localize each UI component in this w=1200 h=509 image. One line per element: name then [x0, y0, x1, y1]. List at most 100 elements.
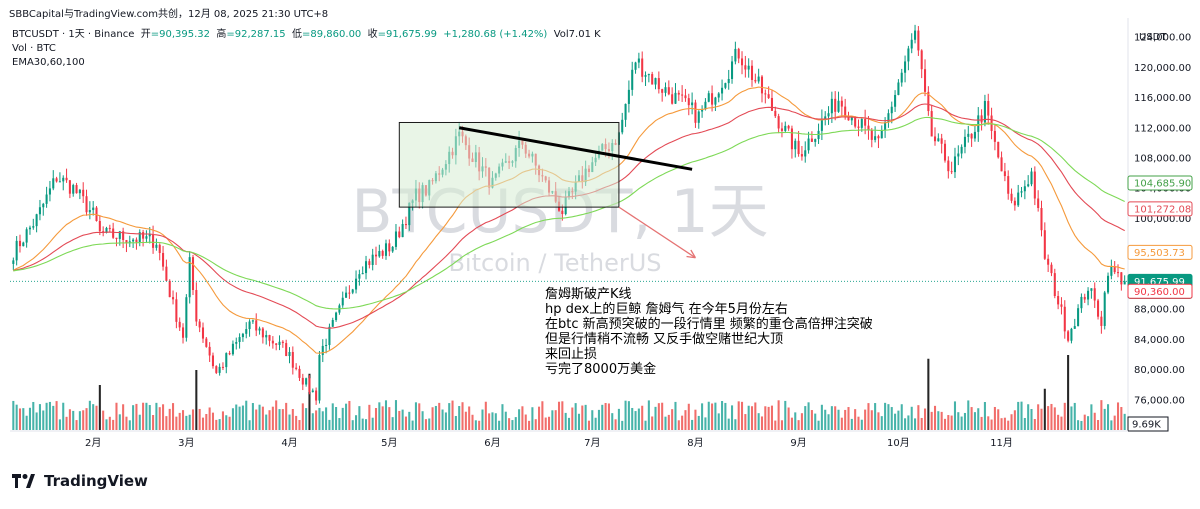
candle-body [38, 207, 41, 215]
volume-bar [98, 385, 101, 430]
candle-body [168, 280, 171, 298]
candle-body [641, 58, 644, 77]
candle-body [927, 91, 930, 112]
volume-bar [744, 414, 747, 430]
y-tick-label: 88,000.00 [1134, 305, 1185, 316]
candle-body [328, 326, 331, 346]
volume-bar [957, 412, 960, 430]
candle-body [318, 355, 321, 401]
candle-body [205, 338, 208, 347]
volume-bar [448, 403, 451, 430]
price-axis: USDT 76,000.00 80,000.00 84,000.00 88,000.00… [1127, 18, 1193, 432]
x-tick-label: 5月 [381, 437, 397, 449]
volume-bar [874, 403, 877, 430]
volume-indicator-label[interactable]: Vol · BTC [12, 43, 56, 54]
volume-bar [717, 413, 720, 430]
volume-bar [471, 414, 474, 430]
candle-body [827, 113, 830, 117]
candle-body [378, 250, 381, 257]
candle-body [404, 224, 407, 226]
price-tag [1127, 283, 1193, 299]
x-tick-label: 4月 [281, 437, 297, 449]
candle-body [125, 240, 128, 244]
candle-body [308, 378, 311, 393]
volume-bar [727, 418, 730, 430]
volume-bar [92, 404, 95, 430]
candle-body [132, 239, 135, 242]
x-tick-label: 7月 [584, 437, 600, 449]
candle-body [864, 118, 867, 126]
volume-bar [321, 411, 324, 430]
candle-body [933, 136, 937, 142]
volume-bar [657, 403, 660, 430]
candle-body [85, 196, 88, 213]
candle-body [1107, 275, 1110, 293]
volume-bar [617, 408, 620, 430]
volume-bar [1100, 400, 1103, 430]
candle-body [201, 327, 205, 339]
volume-bar [1023, 417, 1026, 430]
candle-body [52, 178, 55, 189]
volume-bar [817, 420, 820, 430]
volume-bar [914, 418, 917, 430]
volume-bar [391, 417, 394, 430]
volume-bar [548, 416, 551, 430]
candle-body [135, 239, 138, 243]
candle-body [794, 140, 797, 150]
candle-body [1120, 272, 1123, 285]
volume-bar [571, 407, 574, 430]
candle-body [870, 129, 873, 140]
volume-bar [854, 409, 857, 430]
candle-body [950, 171, 953, 173]
volume-bar [142, 402, 145, 430]
candle-body [198, 321, 201, 328]
candle-body [315, 390, 318, 401]
candle-body [740, 58, 744, 66]
candle-body [1103, 292, 1106, 326]
candle-body [814, 139, 817, 142]
volume-bar [162, 404, 165, 430]
candle-body [238, 337, 241, 342]
volume-bar [557, 401, 561, 430]
x-tick-label: 9月 [790, 437, 806, 449]
volume-bar [760, 416, 764, 430]
symbol-label[interactable]: BTCUSDT · 1天 · Binance [12, 29, 135, 40]
volume-bar [850, 418, 853, 430]
candle-body [1097, 300, 1100, 317]
candle-body [62, 177, 65, 182]
watermark-subtitle: Bitcoin / TetherUS [448, 249, 661, 277]
volume-bar [122, 404, 125, 430]
candle-body [973, 131, 976, 139]
volume-bar [275, 400, 278, 430]
volume-tag-label: 9.69K [1132, 420, 1161, 431]
y-tick-label: 76,000.00 [1134, 395, 1185, 406]
volume-bar [943, 418, 947, 430]
chart-legend: BTCUSDT · 1天 · Binance 开=90,395.32 高=92,… [12, 28, 601, 70]
high-value: =92,287.15 [226, 29, 286, 40]
candle-body [268, 335, 271, 341]
candle-body [940, 138, 943, 144]
volume-bar [910, 406, 913, 430]
ema-indicator-label[interactable]: EMA30,60,100 [12, 57, 85, 68]
volume-bar [983, 402, 986, 430]
annotation-text: 詹姆斯破产K线 hp dex上的巨鲸 詹姆气 在今年5月份左右 在btc 新高预… [545, 287, 873, 377]
candle-body [644, 75, 647, 77]
open-value: =90,395.32 [150, 29, 211, 40]
candle-body [890, 106, 893, 114]
volume-bar [900, 404, 903, 430]
volume-bar [364, 419, 368, 430]
volume-bar [757, 413, 760, 430]
volume-bar [25, 415, 28, 430]
volume-bar [561, 401, 564, 430]
candle-body [691, 102, 694, 106]
volume-bar [790, 417, 793, 430]
volume-bar [125, 416, 128, 430]
candle-body [15, 240, 18, 261]
volume-bar [920, 417, 923, 430]
volume-bar [15, 404, 18, 430]
volume-bar [418, 403, 421, 430]
volume-bar [1017, 401, 1020, 430]
volume-bar [531, 407, 534, 430]
